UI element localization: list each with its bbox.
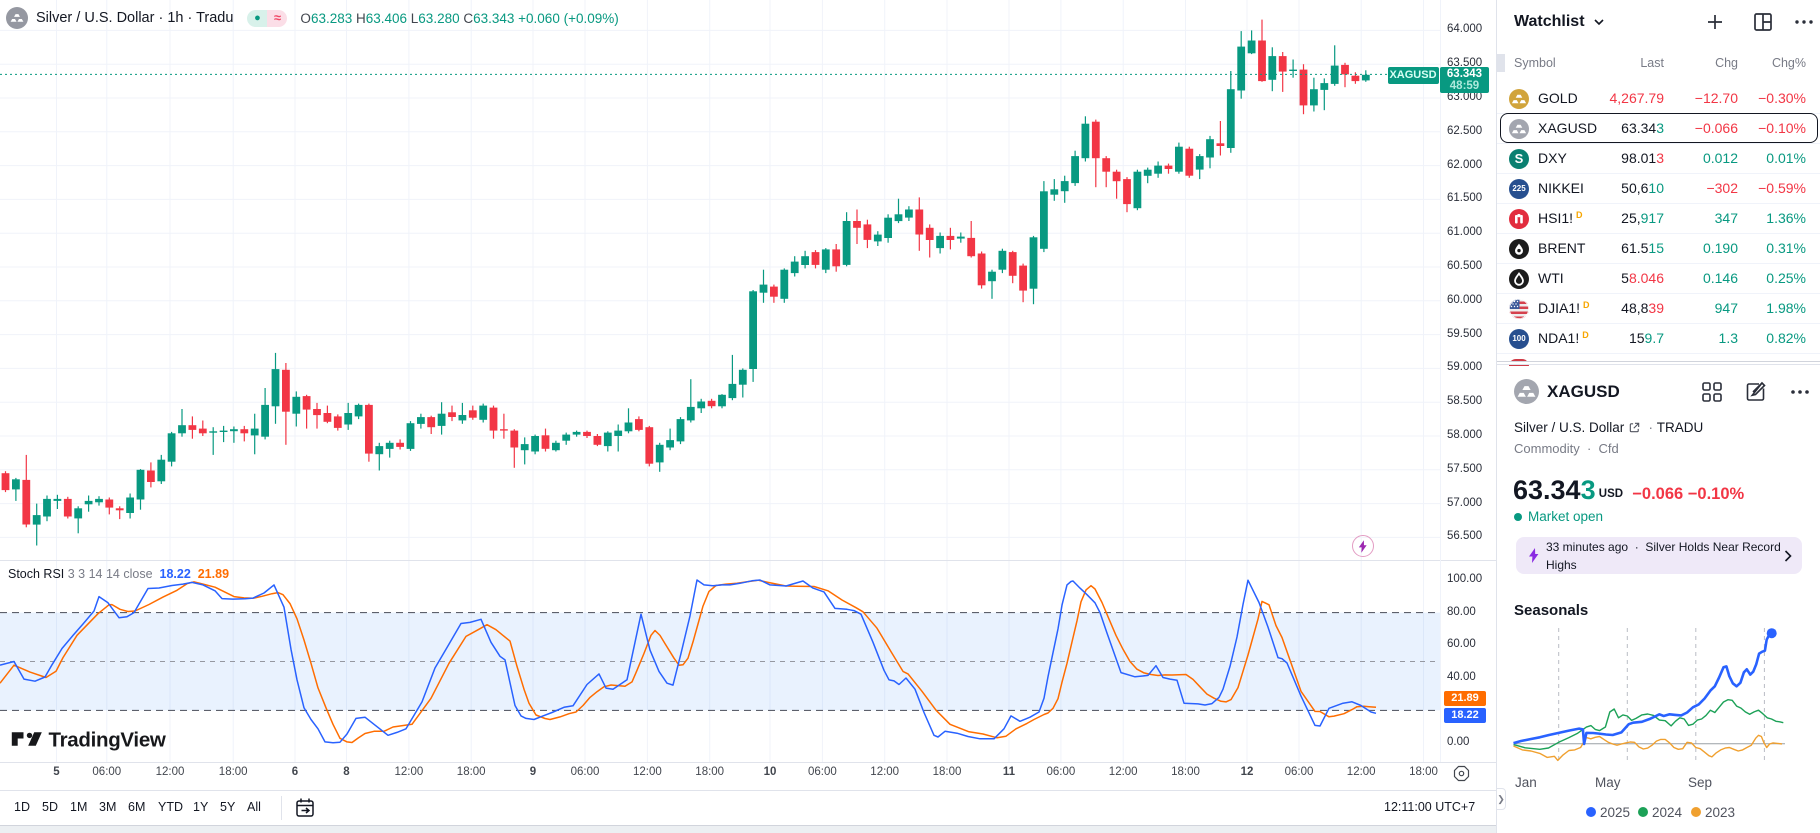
svg-text:Sep: Sep	[1688, 775, 1712, 790]
svg-text:2024: 2024	[1652, 805, 1683, 820]
svg-text:May: May	[1595, 775, 1621, 790]
svg-text:Jan: Jan	[1515, 775, 1537, 790]
svg-text:TradingView: TradingView	[49, 729, 166, 752]
svg-text:2023: 2023	[1705, 805, 1735, 820]
svg-text:2025: 2025	[1600, 805, 1630, 820]
